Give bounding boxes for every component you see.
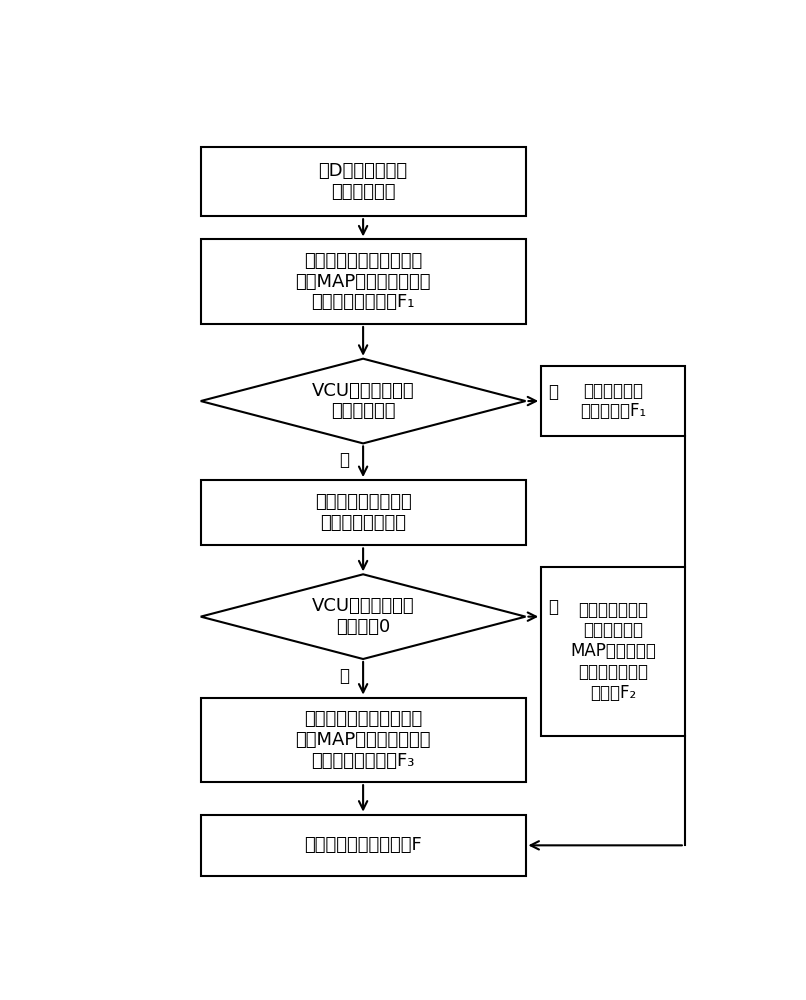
Text: 驾驶员驱动扭
矩需求值为F₁: 驾驶员驱动扭 矩需求值为F₁ xyxy=(580,382,646,420)
Text: VCU判断油门开度
是否大于0: VCU判断油门开度 是否大于0 xyxy=(312,597,414,636)
Text: 是: 是 xyxy=(339,667,349,685)
Polygon shape xyxy=(201,359,526,443)
FancyBboxPatch shape xyxy=(201,480,526,545)
FancyBboxPatch shape xyxy=(201,239,526,324)
Text: 车轮端驾驶员扭矩需求F: 车轮端驾驶员扭矩需求F xyxy=(304,836,422,854)
Text: 挂D挡时，驾驶员
踩下油门踏板: 挂D挡时，驾驶员 踩下油门踏板 xyxy=(318,162,408,201)
FancyBboxPatch shape xyxy=(541,567,685,736)
FancyBboxPatch shape xyxy=(541,366,685,436)
FancyBboxPatch shape xyxy=(201,698,526,782)
Text: 否: 否 xyxy=(549,383,559,401)
Text: VCU判断车辆是否
踩下制动踏板: VCU判断车辆是否 踩下制动踏板 xyxy=(312,382,414,420)
Text: 调用油门与制动踏板
同时踩下判断模块: 调用油门与制动踏板 同时踩下判断模块 xyxy=(314,493,412,532)
FancyBboxPatch shape xyxy=(201,815,526,876)
Text: 基于制动行程和
车速信号二维
MAP图，查表得
到驾驶员制动扭
矩需求F₂: 基于制动行程和 车速信号二维 MAP图，查表得 到驾驶员制动扭 矩需求F₂ xyxy=(570,601,656,702)
FancyBboxPatch shape xyxy=(201,147,526,216)
Text: 基于油门开度和车速信号
二维MAP图，查表得到驾
驶员驱动扭矩需求F₁: 基于油门开度和车速信号 二维MAP图，查表得到驾 驶员驱动扭矩需求F₁ xyxy=(295,252,431,311)
Polygon shape xyxy=(201,574,526,659)
Text: 基于油门开度和车速信号
二维MAP图，查表得到驾
驶员驱动扭矩需求F₃: 基于油门开度和车速信号 二维MAP图，查表得到驾 驶员驱动扭矩需求F₃ xyxy=(295,710,431,770)
Text: 是: 是 xyxy=(339,451,349,469)
Text: 否: 否 xyxy=(549,598,559,616)
